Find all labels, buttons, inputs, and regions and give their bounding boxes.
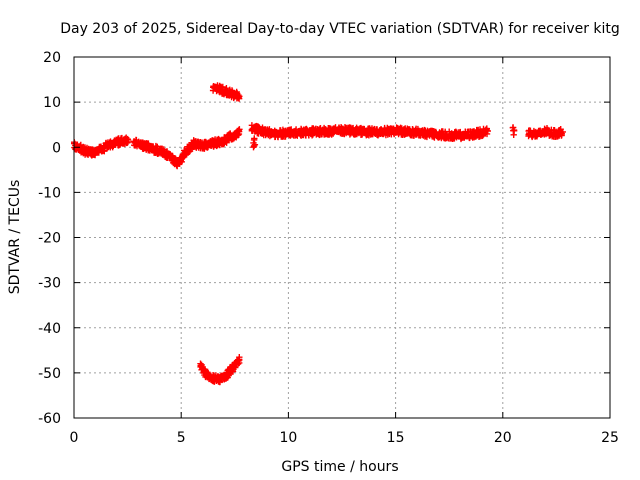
y-tick-label: -10 xyxy=(38,185,61,201)
x-axis-ticks: 0 5 10 15 20 25 xyxy=(70,57,619,446)
x-tick-label: 20 xyxy=(494,430,512,446)
y-axis-label: SDTVAR / TECUs xyxy=(7,180,23,295)
data-point xyxy=(250,142,258,150)
x-tick-label: 25 xyxy=(601,430,619,446)
data-series xyxy=(209,82,243,102)
data-series xyxy=(197,354,243,386)
data-point xyxy=(235,93,243,100)
x-tick-label: 0 xyxy=(70,430,79,446)
data-series xyxy=(250,135,259,151)
y-axis-ticks: 20 10 0 -10 -20 -30 -40 -50 -60 xyxy=(38,50,610,427)
data-point xyxy=(484,127,491,135)
data-point xyxy=(219,83,226,91)
data-point xyxy=(510,127,518,134)
y-tick-label: -30 xyxy=(38,276,61,292)
y-tick-label: -50 xyxy=(38,366,61,382)
data-point xyxy=(558,131,565,139)
x-tick-label: 15 xyxy=(387,430,405,446)
chart-title: Day 203 of 2025, Sidereal Day-to-day VTE… xyxy=(60,21,620,37)
data-point xyxy=(235,356,243,363)
x-tick-label: 5 xyxy=(177,430,186,446)
data-series xyxy=(71,126,243,170)
data-point xyxy=(559,128,566,136)
y-tick-label: 0 xyxy=(52,140,61,156)
y-tick-label: 20 xyxy=(43,50,61,66)
grid-lines xyxy=(74,57,610,418)
data-point xyxy=(124,135,131,143)
x-tick-label: 10 xyxy=(279,430,297,446)
x-axis-label: GPS time / hours xyxy=(281,459,398,475)
data-series xyxy=(248,122,566,143)
data-point xyxy=(235,128,243,135)
data-point xyxy=(251,135,258,142)
y-tick-label: -60 xyxy=(38,411,61,427)
y-tick-label: -20 xyxy=(38,231,61,247)
data-points xyxy=(71,82,566,386)
y-tick-label: 10 xyxy=(43,95,61,111)
y-tick-label: -40 xyxy=(38,321,61,337)
